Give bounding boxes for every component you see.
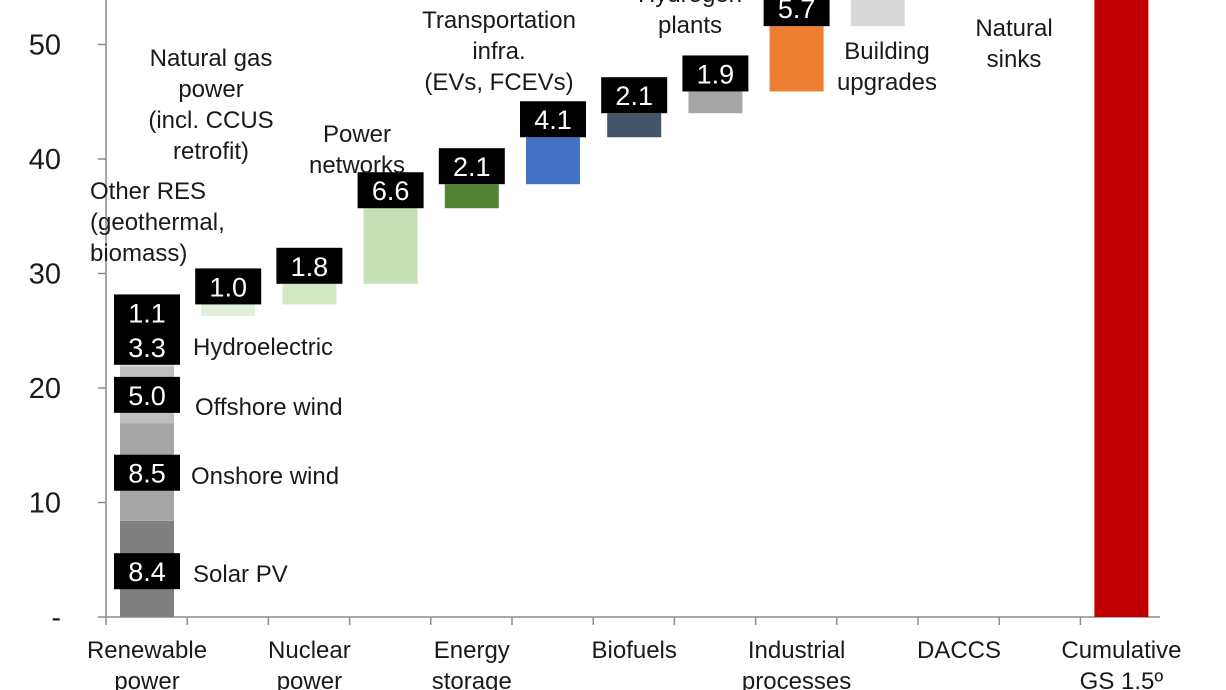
annotation-natural-gas-power: Natural gas power (incl. CCUS retrofit)	[148, 45, 273, 165]
value-label: 3.3	[128, 333, 166, 363]
bar-nuclear-power	[282, 283, 337, 305]
annotation-transportation-infra: Transportation infra. (EVs, FCEVs)	[422, 7, 576, 96]
y-axis: 50 40 30 20 10 -	[29, 0, 107, 634]
bar-natural-gas-power	[201, 304, 256, 316]
value-label: 5.7	[778, 0, 816, 24]
bar-energy-storage	[444, 184, 499, 209]
y-tick-label: 50	[29, 30, 61, 62]
value-label-box	[114, 294, 180, 331]
x-tick-label: Industrial processes	[742, 637, 851, 690]
value-label-box	[601, 77, 668, 114]
bar-power-networks	[363, 208, 418, 284]
annotation-power-networks: Power networks	[309, 121, 405, 179]
y-tick-label: 20	[29, 373, 61, 405]
value-label: 6.6	[372, 176, 410, 206]
annotation-offshore-wind: Offshore wind	[195, 394, 343, 421]
bar-cumulative-gs-1-5	[1094, 0, 1149, 617]
value-label: 1.9	[697, 59, 735, 89]
value-label: 1.8	[291, 252, 329, 282]
value-label: 5.0	[128, 381, 166, 411]
bar-transportation-infra	[526, 137, 580, 185]
y-tick-label: 40	[29, 144, 61, 176]
value-label-box	[276, 247, 343, 284]
value-label-box	[520, 101, 586, 138]
value-label-box	[763, 0, 830, 27]
value-label: 8.5	[128, 459, 166, 489]
x-tick-label: DACCS	[917, 637, 1001, 664]
value-label: 2.1	[453, 152, 491, 182]
value-label-box	[438, 148, 505, 185]
bar-industrial-processes	[850, 0, 905, 27]
annotation-hydrogen-plants: Hydrogenplants	[638, 0, 742, 39]
value-label: 2.1	[615, 81, 653, 111]
value-label: 8.4	[128, 557, 166, 587]
annotation-onshore-wind: Onshore wind	[191, 463, 339, 490]
value-label-box	[682, 55, 749, 92]
y-tick-label: -	[51, 602, 61, 634]
value-labels: 8.4 8.5 5.0 3.3 1.1 1.0 1.8 6.6 2.1 4.1 2.1 1.9 5.7	[114, 0, 830, 590]
y-tick-label: 10	[29, 488, 61, 520]
x-axis: Renewable power Nuclear power Energy storage B…	[87, 616, 1181, 690]
annotation-natural-sinks: Natural sinks	[975, 15, 1052, 73]
value-label-box	[114, 454, 180, 491]
value-label: 4.1	[534, 105, 572, 135]
x-tick-label: Nuclear power	[268, 637, 351, 690]
annotation-hydroelectric: Hydroelectric	[193, 334, 333, 361]
y-tick-label: 30	[29, 259, 61, 291]
annotation-building-upgrades: Building upgrades	[837, 38, 937, 96]
bar-biofuels	[607, 113, 662, 138]
bar-building-upgrades	[769, 26, 824, 92]
value-label: 1.1	[128, 298, 166, 328]
x-tick-label: Energy storage	[432, 637, 512, 690]
x-tick-label: Biofuels	[592, 637, 677, 664]
value-label-box	[114, 553, 180, 590]
bar-hydrogen-plants	[688, 91, 743, 114]
x-tick-label: Cumulative GS 1.5º	[1061, 637, 1181, 690]
value-label: 1.0	[209, 272, 247, 302]
x-tick-label: Renewable power	[87, 637, 207, 690]
value-label-box	[114, 328, 180, 365]
annotations: Solar PV Onshore wind Offshore wind Hydroel…	[90, 0, 1053, 588]
value-label-box	[357, 172, 424, 209]
annotation-other-res: Other RES (geothermal, biomass)	[90, 178, 225, 267]
value-label-box	[195, 268, 262, 305]
value-label-box	[114, 376, 180, 413]
annotation-solar-pv: Solar PV	[193, 561, 288, 588]
